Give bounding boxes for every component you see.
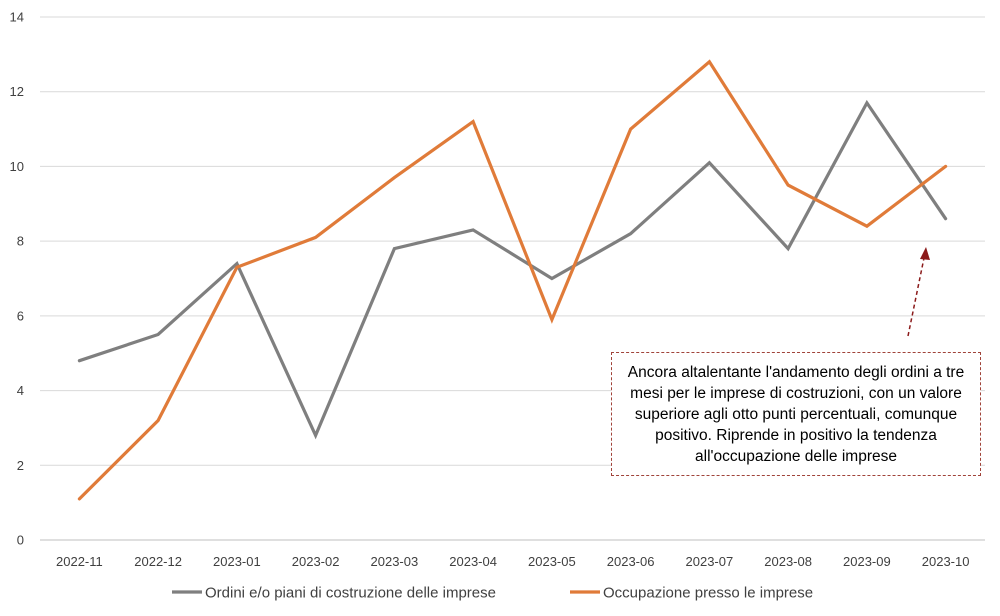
series-line-1 [77,99,948,440]
legend-label: Occupazione presso le imprese [603,585,813,602]
arrow-head [920,247,930,260]
x-tick-label: 2023-01 [213,554,261,569]
gridlines [40,16,985,541]
x-tick-label: 2023-05 [528,554,576,569]
arrow-shaft [907,257,925,337]
y-tick-label: 8 [17,234,24,249]
x-tick-label: 2023-02 [292,554,340,569]
legend: Ordini e/o piani di costruzione delle im… [172,585,813,602]
y-tick-label: 10 [10,159,24,174]
x-tick-label: 2023-04 [449,554,497,569]
series-lines [77,59,948,501]
x-tick-label: 2022-12 [134,554,182,569]
y-tick-label: 14 [10,10,24,25]
y-tick-label: 0 [17,533,24,548]
y-tick-label: 4 [17,383,24,398]
x-tick-label: 2023-07 [686,554,734,569]
y-axis-tick-labels: 0 2 4 6 8 10 12 14 [10,10,24,548]
y-tick-label: 6 [17,308,24,323]
x-axis-tick-labels: 2022-11 2022-12 2023-01 2023-02 2023-03 2023-… [56,554,969,569]
series-line-2 [77,59,948,501]
x-tick-label: 2023-03 [371,554,419,569]
annotation-text: Ancora altalentante l'andamento degli or… [627,363,965,465]
annotation-arrow [907,247,930,337]
x-tick-label: 2023-06 [607,554,655,569]
y-tick-label: 2 [17,458,24,473]
x-tick-label: 2023-10 [922,554,970,569]
y-tick-label: 12 [10,84,24,99]
legend-label: Ordini e/o piani di costruzione delle im… [205,585,496,602]
x-tick-label: 2022-11 [56,554,103,569]
x-tick-label: 2023-09 [843,554,891,569]
annotation-box: Ancora altalentante l'andamento degli or… [611,352,981,476]
x-tick-label: 2023-08 [764,554,812,569]
